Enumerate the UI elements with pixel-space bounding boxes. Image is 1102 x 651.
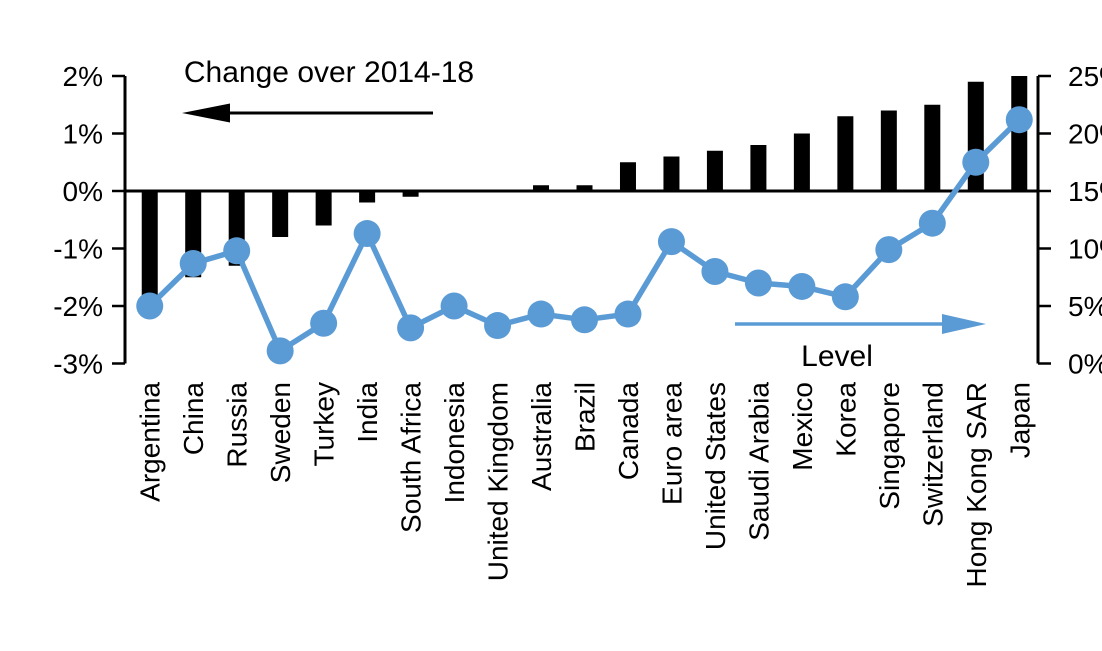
category-label: Korea: [830, 382, 861, 457]
level-point: [484, 312, 512, 340]
change-bar: [750, 145, 767, 191]
change-bar: [1011, 76, 1028, 191]
change-bar: [576, 185, 593, 191]
category-label: Singapore: [874, 382, 905, 510]
category-label: Russia: [222, 382, 253, 468]
left-axis-tick-label: 0%: [63, 176, 103, 207]
category-label: Hong Kong SAR: [961, 382, 992, 587]
category-label: Turkey: [309, 382, 340, 467]
left-axis-tick-label: -2%: [53, 291, 103, 322]
change-bar: [837, 116, 854, 191]
level-point: [657, 228, 685, 256]
left-axis-tick-label: 1%: [63, 119, 103, 150]
change-bar: [706, 150, 723, 191]
change-bar: [663, 156, 680, 191]
change-bar: [924, 104, 941, 191]
category-label: United Kingdom: [483, 382, 514, 581]
category-label: China: [178, 382, 209, 456]
right-arrow-icon: [942, 314, 986, 334]
level-point: [397, 314, 425, 342]
category-label: Canada: [613, 382, 644, 481]
level-point: [223, 237, 251, 265]
level-point: [266, 337, 294, 365]
category-label: Argentina: [135, 382, 166, 502]
category-label: Japan: [1004, 382, 1035, 458]
change-bar: [619, 162, 636, 191]
category-label: Sweden: [265, 382, 296, 483]
change-bar: [272, 191, 289, 237]
chart-figure: 2% 1% 0% -1% -2% -3% 25% 20% 15% 10% 5% 0% Change ov…: [40, 16, 1102, 635]
category-label: Mexico: [787, 382, 818, 471]
category-label: South Africa: [396, 382, 427, 533]
change-bar: [141, 191, 158, 306]
left-arrow-icon: [182, 103, 230, 123]
level-point: [962, 148, 990, 176]
level-point: [1005, 106, 1033, 134]
level-point: [788, 272, 816, 300]
level-point: [136, 292, 164, 320]
left-axis-tick-label: 2%: [63, 61, 103, 92]
category-label: India: [352, 382, 383, 443]
right-axis-tick-label: 0%: [1068, 349, 1102, 380]
change-bar: [402, 191, 419, 197]
left-axis-tick-label: -1%: [53, 234, 103, 265]
combo-bar-line-chart: 2% 1% 0% -1% -2% -3% 25% 20% 15% 10% 5% 0% Change ov…: [53, 56, 1102, 587]
category-label: Switzerland: [917, 382, 948, 527]
level-point: [310, 309, 338, 337]
level-point: [918, 209, 946, 237]
level-point: [527, 300, 555, 328]
level-point: [744, 269, 772, 297]
change-bar: [359, 191, 376, 203]
line-series-caption: Level: [801, 340, 873, 373]
right-axis-tick-label: 20%: [1068, 119, 1102, 150]
change-bar: [880, 110, 897, 191]
right-axis-tick-label: 10%: [1068, 234, 1102, 265]
level-point: [701, 258, 729, 285]
level-point: [179, 249, 207, 277]
category-label: Australia: [526, 382, 557, 491]
change-bar: [793, 133, 810, 191]
change-bar: [315, 191, 332, 226]
level-point: [440, 292, 468, 320]
category-label: Saudi Arabia: [743, 382, 774, 541]
category-label: Euro area: [656, 382, 687, 505]
right-axis-tick-label: 25%: [1068, 61, 1102, 92]
level-point: [875, 236, 903, 264]
change-bar: [533, 185, 550, 191]
bar-series-caption: Change over 2014-18: [184, 56, 474, 89]
level-point: [831, 283, 859, 311]
category-label: Indonesia: [439, 382, 470, 504]
level-point: [614, 300, 642, 328]
right-axis-tick-label: 5%: [1068, 291, 1102, 322]
category-label: Brazil: [570, 382, 601, 452]
category-label: United States: [700, 382, 731, 550]
level-point: [571, 306, 598, 334]
left-axis-tick-label: -3%: [53, 349, 103, 380]
level-point: [353, 220, 381, 248]
right-axis-tick-label: 15%: [1068, 176, 1102, 207]
